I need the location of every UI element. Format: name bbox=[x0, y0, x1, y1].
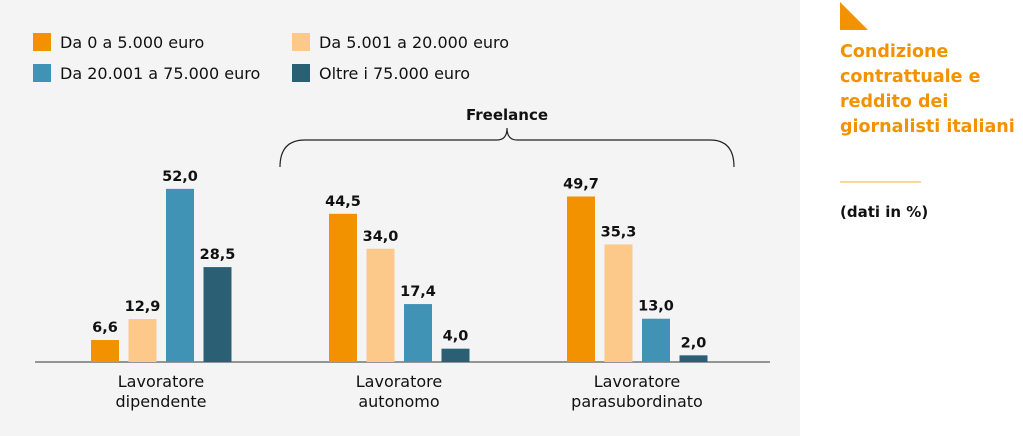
x-tick-label: parasubordinato bbox=[571, 392, 703, 411]
legend-label: Da 20.001 a 75.000 euro bbox=[60, 64, 260, 83]
bar bbox=[166, 188, 194, 362]
data-label: 49,7 bbox=[563, 176, 599, 192]
bar bbox=[404, 304, 432, 362]
legend-label: Oltre i 75.000 euro bbox=[319, 64, 470, 83]
legend-swatch bbox=[33, 33, 51, 51]
triangle-icon bbox=[840, 2, 868, 30]
bar bbox=[128, 319, 157, 362]
freelance-bracket bbox=[279, 127, 735, 168]
divider bbox=[840, 181, 921, 183]
legend-swatch bbox=[33, 64, 51, 82]
bar bbox=[642, 318, 670, 362]
bar bbox=[567, 196, 595, 362]
data-label: 17,4 bbox=[400, 284, 436, 300]
data-label: 2,0 bbox=[681, 335, 707, 351]
chart-title: Condizione contrattuale e reddito dei gi… bbox=[840, 42, 1015, 137]
x-tick-label: Lavoratore bbox=[594, 372, 681, 391]
bar bbox=[91, 340, 119, 362]
x-tick-label: dipendente bbox=[116, 392, 207, 411]
data-label: 35,3 bbox=[601, 224, 637, 240]
data-label: 12,9 bbox=[125, 299, 161, 315]
legend-swatch bbox=[292, 64, 310, 82]
bracket-label: Freelance bbox=[466, 106, 548, 124]
bar bbox=[329, 213, 357, 362]
bar bbox=[366, 248, 395, 362]
legend-swatch bbox=[292, 33, 310, 51]
x-tick-label: autonomo bbox=[358, 392, 439, 411]
data-label: 44,5 bbox=[325, 194, 361, 210]
x-tick-label: Lavoratore bbox=[356, 372, 443, 391]
bar bbox=[441, 348, 470, 362]
data-label: 34,0 bbox=[363, 229, 399, 245]
data-label: 28,5 bbox=[200, 247, 236, 263]
chart-panel bbox=[0, 0, 800, 436]
bar bbox=[203, 267, 232, 362]
chart-subtitle: (dati in %) bbox=[840, 203, 929, 221]
legend-label: Da 5.001 a 20.000 euro bbox=[319, 33, 509, 52]
bar bbox=[604, 244, 633, 362]
x-tick-label: Lavoratore bbox=[118, 372, 205, 391]
bar bbox=[679, 355, 708, 362]
data-label: 13,0 bbox=[638, 299, 674, 315]
data-label: 4,0 bbox=[443, 329, 469, 345]
bar-chart: Da 0 a 5.000 euro Da 5.001 a 20.000 euro D… bbox=[33, 33, 770, 411]
data-label: 6,6 bbox=[92, 320, 118, 336]
legend-label: Da 0 a 5.000 euro bbox=[60, 33, 204, 52]
data-label: 52,0 bbox=[162, 169, 198, 185]
